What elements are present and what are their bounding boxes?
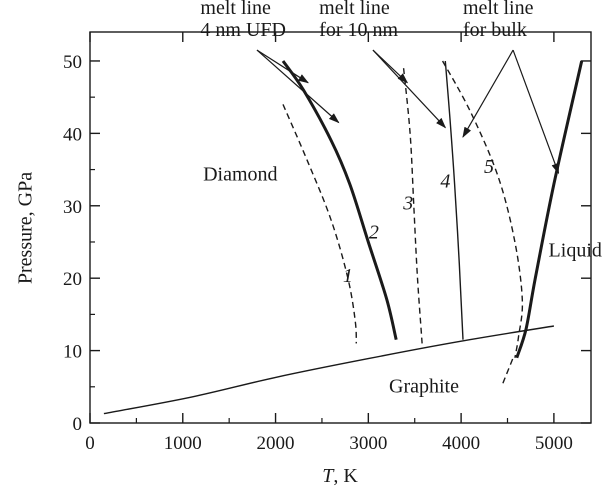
annotation-line: melt line [463, 0, 534, 19]
series-line-2 [281, 60, 398, 341]
x-axis-title-symbol: T [322, 465, 335, 487]
curve-number-5: 5 [484, 156, 494, 178]
annotation-label-1: melt line 4 nm UFD [200, 0, 286, 41]
region-label-liquid: Liquid [549, 239, 602, 261]
curves [103, 60, 584, 415]
series-line-graphite-liquid-extension [502, 357, 514, 384]
curve-number-4: 4 [440, 171, 450, 193]
x-tick-label: 0 [85, 433, 95, 454]
series-line-5 [441, 60, 524, 358]
curve-number-1: 1 [343, 265, 353, 287]
x-tick-label: 4000 [442, 433, 480, 454]
x-axis-title-unit: , K [333, 465, 358, 487]
y-tick-label: 0 [73, 414, 83, 435]
annotation-arrow [462, 49, 514, 138]
plot-frame [89, 31, 592, 424]
annotation-line: for 10 nm [319, 19, 398, 41]
annotation-line: for bulk [463, 19, 527, 41]
curve-number-2: 2 [369, 221, 379, 243]
annotation-arrow [512, 49, 560, 175]
x-tick-label: 5000 [535, 433, 573, 454]
y-axis-title: Pressure, GPa [15, 172, 37, 284]
x-tick-label: 2000 [257, 433, 295, 454]
x-axis-title: T, K [322, 465, 358, 487]
y-tick-label: 10 [63, 342, 82, 363]
series-line-bulk-melt [515, 60, 584, 359]
y-axis-ticks: 0 10 20 30 40 50 [63, 52, 591, 435]
annotation-line: melt line [200, 0, 271, 19]
annotation-arrow [256, 49, 340, 124]
y-tick-label: 50 [63, 52, 82, 73]
curve-number-3: 3 [402, 192, 413, 214]
series-line-graphite-diamond [103, 325, 555, 415]
annotation-line: melt line [319, 0, 390, 19]
x-tick-label: 3000 [349, 433, 387, 454]
series-line-4 [444, 60, 464, 340]
annotation-label-2: melt line for 10 nm [319, 0, 398, 41]
annotation-arrows [256, 49, 560, 175]
annotation-arrow [256, 49, 309, 84]
y-tick-label: 40 [63, 124, 82, 145]
series-line-1 [282, 104, 357, 344]
x-axis-ticks: 0 1000 2000 3000 4000 5000 [85, 32, 573, 454]
y-tick-label: 20 [63, 269, 82, 290]
annotation-arrow [372, 49, 447, 129]
annotation-label-3: melt line for bulk [463, 0, 534, 41]
region-label-graphite: Graphite [389, 376, 459, 398]
series-line-3 [402, 68, 423, 344]
x-tick-label: 1000 [164, 433, 202, 454]
y-tick-label: 30 [63, 197, 82, 218]
annotation-line: 4 nm UFD [200, 19, 286, 41]
region-label-diamond: Diamond [203, 163, 277, 185]
